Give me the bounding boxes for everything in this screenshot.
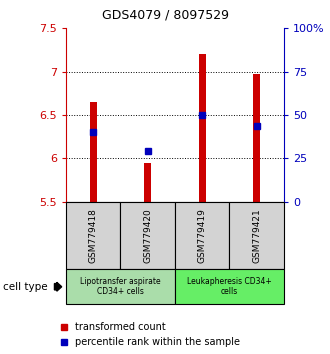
- Text: GDS4079 / 8097529: GDS4079 / 8097529: [102, 9, 228, 22]
- Text: GSM779418: GSM779418: [89, 208, 98, 263]
- Text: cell type: cell type: [3, 282, 48, 292]
- Bar: [175, 202, 229, 269]
- Bar: [199, 54, 206, 202]
- Bar: [175, 269, 284, 304]
- Bar: [144, 163, 151, 202]
- Text: percentile rank within the sample: percentile rank within the sample: [75, 337, 240, 348]
- Bar: [66, 269, 175, 304]
- Bar: [90, 102, 97, 202]
- Text: transformed count: transformed count: [75, 321, 166, 332]
- Bar: [120, 202, 175, 269]
- Text: GSM779421: GSM779421: [252, 208, 261, 263]
- Text: GSM779419: GSM779419: [198, 208, 207, 263]
- Text: Leukapheresis CD34+
cells: Leukapheresis CD34+ cells: [187, 277, 272, 296]
- Text: GSM779420: GSM779420: [143, 208, 152, 263]
- Bar: [253, 74, 260, 202]
- Text: Lipotransfer aspirate
CD34+ cells: Lipotransfer aspirate CD34+ cells: [80, 277, 161, 296]
- Bar: [66, 202, 120, 269]
- Bar: [229, 202, 284, 269]
